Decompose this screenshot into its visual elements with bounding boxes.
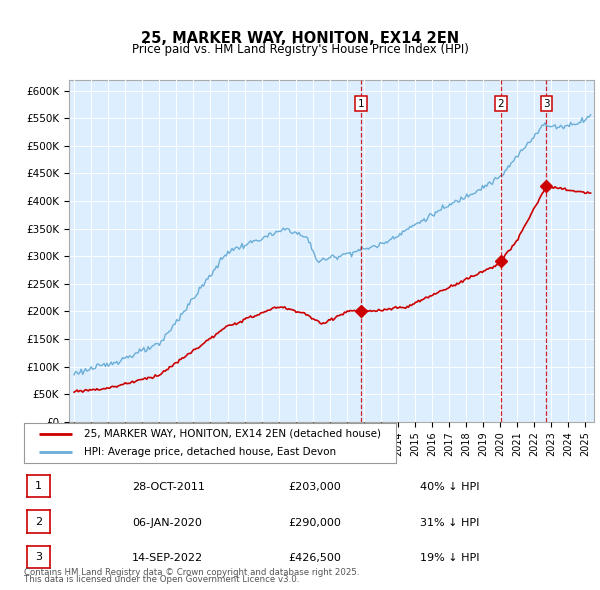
Text: 1: 1 xyxy=(358,99,364,109)
Text: £290,000: £290,000 xyxy=(288,518,341,527)
Text: 25, MARKER WAY, HONITON, EX14 2EN (detached house): 25, MARKER WAY, HONITON, EX14 2EN (detac… xyxy=(83,429,380,439)
Text: 14-SEP-2022: 14-SEP-2022 xyxy=(132,553,203,563)
Text: Contains HM Land Registry data © Crown copyright and database right 2025.: Contains HM Land Registry data © Crown c… xyxy=(24,568,359,577)
Text: 3: 3 xyxy=(35,552,42,562)
Text: 3: 3 xyxy=(543,99,550,109)
Text: This data is licensed under the Open Government Licence v3.0.: This data is licensed under the Open Gov… xyxy=(24,575,299,584)
Text: £426,500: £426,500 xyxy=(288,553,341,563)
Text: Price paid vs. HM Land Registry's House Price Index (HPI): Price paid vs. HM Land Registry's House … xyxy=(131,43,469,56)
Text: 25, MARKER WAY, HONITON, EX14 2EN: 25, MARKER WAY, HONITON, EX14 2EN xyxy=(141,31,459,46)
Text: HPI: Average price, detached house, East Devon: HPI: Average price, detached house, East… xyxy=(83,447,335,457)
Text: 06-JAN-2020: 06-JAN-2020 xyxy=(132,518,202,527)
Text: 1: 1 xyxy=(35,481,42,491)
Text: 19% ↓ HPI: 19% ↓ HPI xyxy=(420,553,479,563)
Text: £203,000: £203,000 xyxy=(288,483,341,492)
Text: 28-OCT-2011: 28-OCT-2011 xyxy=(132,483,205,492)
Text: 40% ↓ HPI: 40% ↓ HPI xyxy=(420,483,479,492)
Text: 2: 2 xyxy=(497,99,504,109)
Text: 31% ↓ HPI: 31% ↓ HPI xyxy=(420,518,479,527)
Text: 2: 2 xyxy=(35,517,42,526)
